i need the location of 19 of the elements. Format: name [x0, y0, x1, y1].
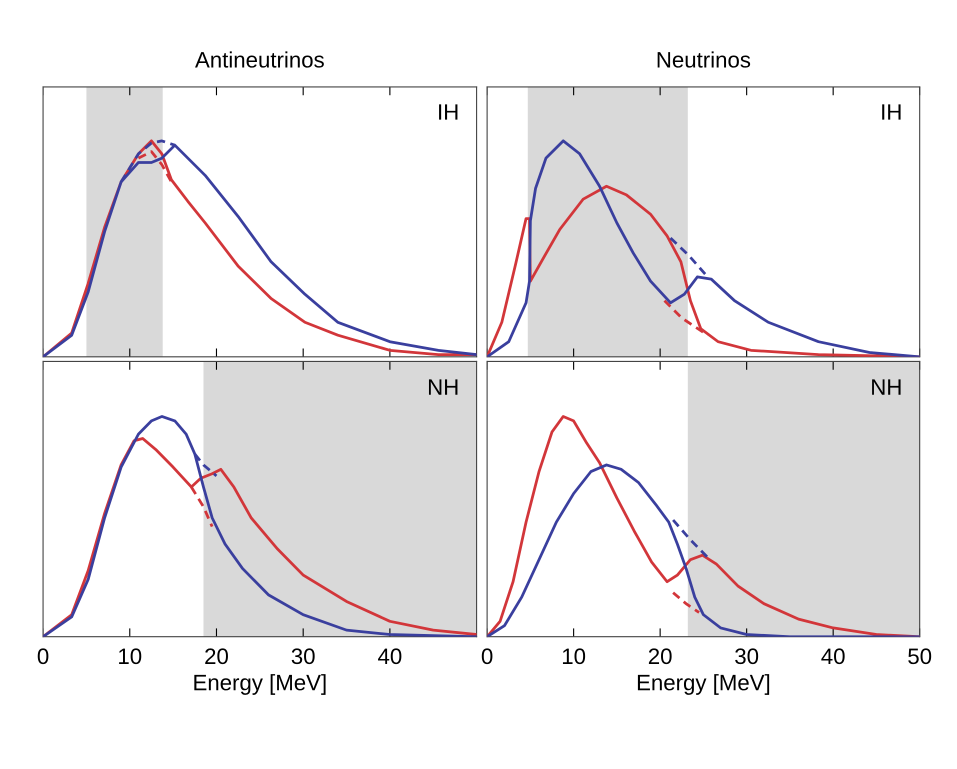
- text: IH: [882, 104, 901, 120]
- text: IH: [439, 104, 458, 120]
- x-axis-title: Energy [MeV]: [194, 674, 326, 695]
- chart-title: Antineutrinos: [195, 51, 324, 68]
- x-tick-label: 40: [821, 648, 845, 664]
- x-tick-label: 40: [378, 648, 402, 664]
- x-tick-label: 0: [482, 648, 492, 664]
- x-tick-label: 0: [38, 648, 48, 664]
- x-tick-label: 10: [562, 648, 586, 664]
- chart-title: Neutrinos: [658, 51, 750, 68]
- x-tick-label: 20: [648, 648, 672, 664]
- x-tick-label: 20: [205, 648, 228, 664]
- x-tick-label: 30: [292, 648, 315, 664]
- text: NH: [428, 379, 458, 395]
- text: NH: [872, 379, 901, 395]
- x-axis-title: Energy [MeV]: [638, 674, 770, 695]
- x-tick-label: 50: [908, 648, 932, 664]
- x-tick-label: 10: [119, 648, 142, 664]
- x-tick-label: 30: [735, 648, 758, 664]
